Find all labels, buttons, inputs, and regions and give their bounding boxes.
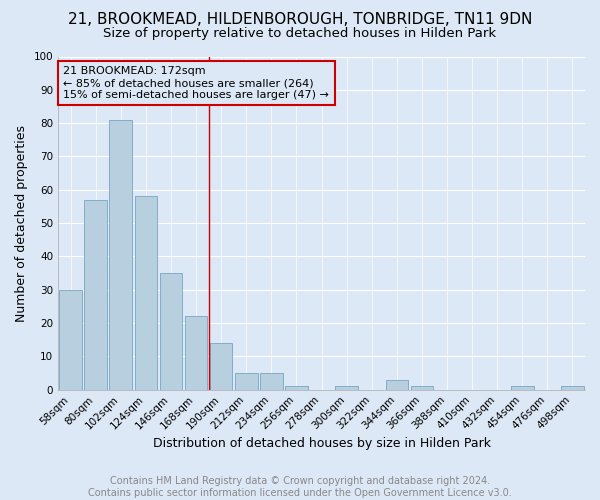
Bar [235,373,257,390]
Bar [109,120,132,390]
Y-axis label: Number of detached properties: Number of detached properties [15,124,28,322]
Text: 21, BROOKMEAD, HILDENBOROUGH, TONBRIDGE, TN11 9DN: 21, BROOKMEAD, HILDENBOROUGH, TONBRIDGE,… [68,12,532,28]
Bar [210,343,232,390]
Bar [85,200,107,390]
Bar [260,373,283,390]
Bar [285,386,308,390]
Text: 21 BROOKMEAD: 172sqm
← 85% of detached houses are smaller (264)
15% of semi-deta: 21 BROOKMEAD: 172sqm ← 85% of detached h… [64,66,329,100]
Bar [386,380,408,390]
X-axis label: Distribution of detached houses by size in Hilden Park: Distribution of detached houses by size … [152,437,491,450]
Bar [511,386,533,390]
Bar [134,196,157,390]
Bar [410,386,433,390]
Text: Size of property relative to detached houses in Hilden Park: Size of property relative to detached ho… [103,28,497,40]
Bar [160,273,182,390]
Bar [561,386,584,390]
Bar [59,290,82,390]
Text: Contains HM Land Registry data © Crown copyright and database right 2024.
Contai: Contains HM Land Registry data © Crown c… [88,476,512,498]
Bar [185,316,208,390]
Bar [335,386,358,390]
